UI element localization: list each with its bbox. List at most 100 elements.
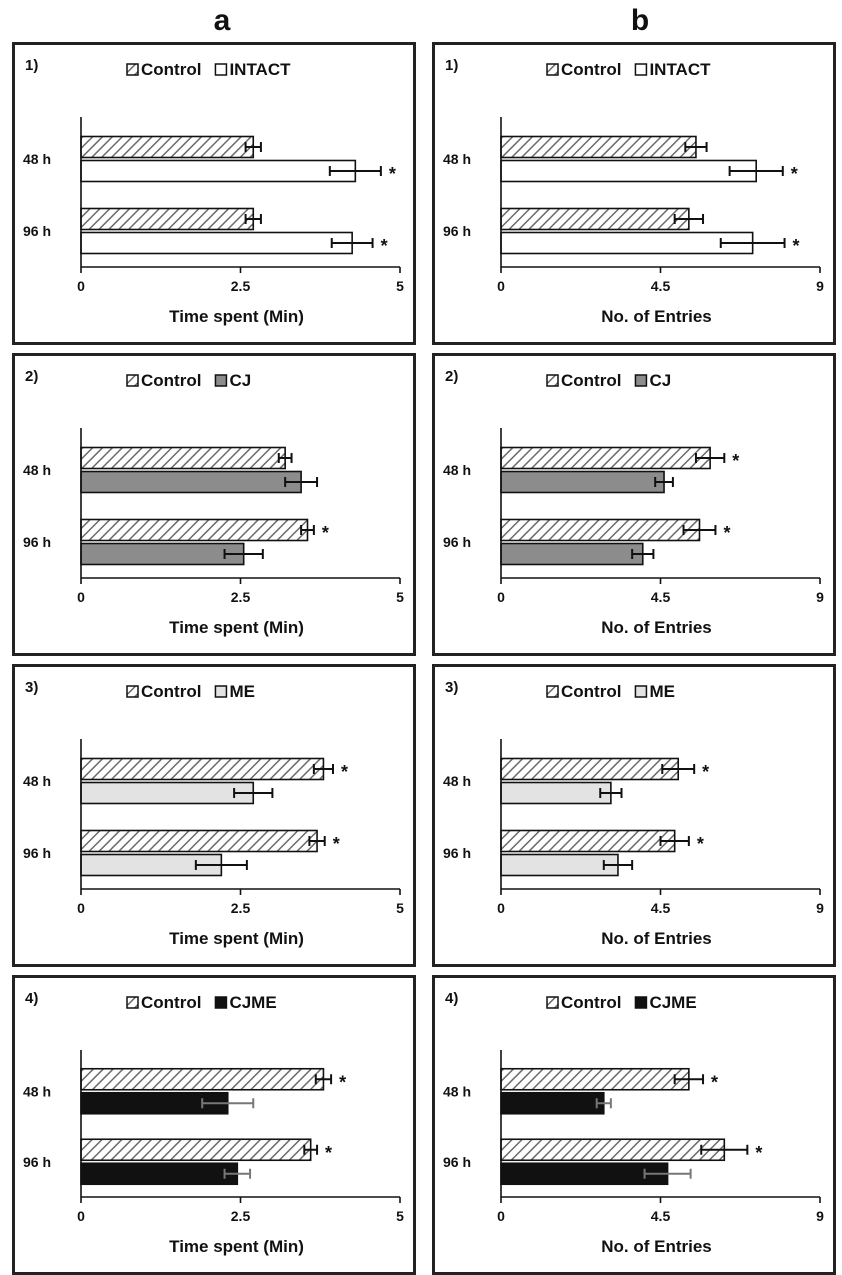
chart-svg-a2: 2) Control CJ 48 h 96 h * 0 2.5 5 Time spent (Min… [23,368,404,637]
chart-5-significance-0-1: * [697,834,704,854]
chart-2-bar-1-1 [80,542,245,566]
chart-7-legend-label-1: CJME [649,993,696,1012]
chart-3-panel-label: 2) [445,368,458,385]
chart-1-legend-label-1: INTACT [649,60,711,79]
chart-5-bar-1-1 [500,853,619,877]
chart-2-category-label-1: 96 h [23,534,51,550]
chart-6-bar-0-0 [80,1067,325,1091]
chart-5-legend-swatch-0 [546,685,559,698]
chart-6-panel-label: 4) [25,990,38,1007]
chart-svg-b2: 2) Control CJ 48 h * 96 h * 0 4.5 9 No. of Entries [443,368,824,637]
chart-2-panel-label: 2) [25,368,38,385]
chart-svg-b4: 4) Control CJME 48 h * 96 h * 0 4.5 9 No. of Entri… [443,990,824,1256]
chart-4-category-label-0: 48 h [23,773,51,789]
chart-4-significance-0-1: * [333,834,340,854]
chart-0-panel-label: 1) [25,57,38,74]
chart-7-significance-0-0: * [711,1072,718,1092]
chart-2-x-axis-label: Time spent (Min) [169,618,304,637]
chart-1-category-label-1: 96 h [443,223,471,239]
chart-0-x-axis-label: Time spent (Min) [169,307,304,326]
chart-2-bar-1-0 [80,470,302,494]
chart-3-legend-swatch-1 [634,374,648,387]
chart-3-category-label-0: 48 h [443,462,471,478]
chart-7-x-tick-label-0: 0 [497,1208,505,1224]
chart-3-x-tick-label-2: 9 [816,589,824,605]
chart-0-bar-1-1 [80,231,353,255]
chart-3-bar-1-1 [500,542,644,566]
chart-6-x-tick-label-1: 2.5 [231,1208,251,1224]
chart-1-bar-1-0 [500,159,757,183]
chart-7-bar-1-0 [500,1091,605,1115]
chart-7-x-tick-label-2: 9 [816,1208,824,1224]
chart-4-bar-0-0 [80,757,325,781]
chart-6-legend-label-1: CJME [229,993,276,1012]
chart-4-significance-0-0: * [341,762,348,782]
chart-5-significance-0-0: * [702,762,709,782]
chart-1-significance-1-0: * [791,164,798,184]
chart-6-bar-1-1 [80,1162,239,1186]
chart-0-x-tick-label-1: 2.5 [231,278,251,294]
chart-2-x-tick-label-0: 0 [77,589,85,605]
chart-3-significance-0-1: * [723,523,730,543]
chart-6-x-tick-label-2: 5 [396,1208,404,1224]
chart-0-significance-1-0: * [389,164,396,184]
chart-4-x-axis-label: Time spent (Min) [169,929,304,948]
chart-svg-a3: 3) Control ME 48 h * 96 h * 0 2.5 5 Time spent (Mi… [23,679,404,948]
chart-4-category-label-1: 96 h [23,845,51,861]
chart-4-x-tick-label-0: 0 [77,900,85,916]
chart-6-x-tick-label-0: 0 [77,1208,85,1224]
chart-6-bar-0-1 [80,1138,312,1162]
chart-7-legend-swatch-0 [546,996,559,1009]
chart-5-legend-label-1: ME [649,682,675,701]
chart-3-legend-label-1: CJ [649,371,671,390]
chart-4-legend-swatch-1 [214,685,228,698]
chart-0-legend-swatch-1 [214,63,228,76]
chart-svg-a1: 1) Control INTACT 48 h * 96 h * 0 2.5 5 Time spent… [23,57,404,326]
chart-panel-b3: 3) Control ME 48 h * 96 h * 0 4.5 9 No. of Entries [432,664,836,967]
chart-0-legend-label-1: INTACT [229,60,291,79]
chart-svg-a4: 4) Control CJME 48 h * 96 h * 0 2.5 5 Time spent (… [23,990,404,1256]
chart-3-bar-0-1 [500,518,701,542]
chart-7-panel-label: 4) [445,990,458,1007]
column-label-b: b [630,4,650,37]
chart-2-bar-0-1 [80,518,309,542]
chart-4-panel-label: 3) [25,679,38,696]
chart-7-bar-0-0 [500,1067,690,1091]
chart-3-bar-0-0 [500,446,711,470]
chart-5-panel-label: 3) [445,679,458,696]
chart-1-x-axis-label: No. of Entries [601,307,712,326]
chart-0-bar-0-1 [80,207,255,231]
chart-panel-b4: 4) Control CJME 48 h * 96 h * 0 4.5 9 No. of Entri… [432,975,836,1275]
chart-0-significance-1-1: * [381,236,388,256]
chart-5-x-tick-label-2: 9 [816,900,824,916]
chart-7-category-label-1: 96 h [443,1154,471,1170]
chart-2-legend-label-0: Control [141,371,201,390]
chart-1-legend-label-0: Control [561,60,621,79]
chart-panel-b2: 2) Control CJ 48 h * 96 h * 0 4.5 9 No. of Entries [432,353,836,656]
chart-7-x-axis-label: No. of Entries [601,1237,712,1256]
chart-0-bar-1-0 [80,159,357,183]
chart-6-x-axis-label: Time spent (Min) [169,1237,304,1256]
chart-7-category-label-0: 48 h [443,1083,471,1099]
chart-2-legend-label-1: CJ [229,371,251,390]
chart-1-bar-1-1 [500,231,754,255]
chart-6-legend-swatch-0 [126,996,139,1009]
chart-7-legend-swatch-1 [634,996,648,1009]
chart-5-bar-0-0 [500,757,680,781]
chart-6-legend-swatch-1 [214,996,228,1009]
chart-7-significance-0-1: * [755,1143,762,1163]
chart-panel-a1: 1) Control INTACT 48 h * 96 h * 0 2.5 5 Time spent… [12,42,416,345]
chart-6-significance-0-1: * [325,1143,332,1163]
chart-1-legend-swatch-1 [634,63,648,76]
chart-6-significance-0-0: * [339,1072,346,1092]
chart-1-bar-0-0 [500,135,697,159]
chart-1-x-tick-label-2: 9 [816,278,824,294]
chart-svg-b1: 1) Control INTACT 48 h * 96 h * 0 4.5 9 No. of Ent… [443,57,824,326]
chart-5-legend-swatch-1 [634,685,648,698]
chart-6-legend-label-0: Control [141,993,201,1012]
chart-4-legend-label-1: ME [229,682,255,701]
chart-1-x-tick-label-1: 4.5 [651,278,671,294]
chart-4-bar-0-1 [80,829,318,853]
chart-2-significance-0-1: * [322,523,329,543]
chart-5-bar-0-1 [500,829,676,853]
